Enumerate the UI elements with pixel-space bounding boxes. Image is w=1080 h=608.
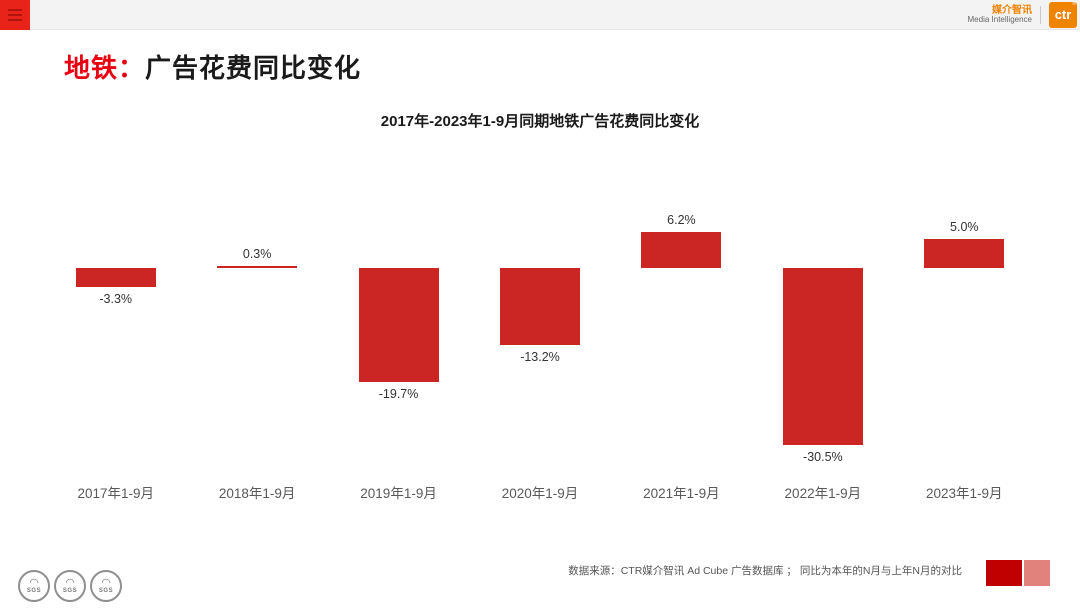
bar-value-label: 6.2% (667, 213, 696, 228)
registered-mark: ® (1072, 0, 1076, 7)
sgs-badges: ◠ SGS ◠ SGS ◠ SGS (18, 570, 122, 602)
sgs-badge-swirl: ◠ (101, 577, 111, 589)
bar-value-label: 0.3% (242, 247, 272, 262)
x-axis-label: 2021年1-9月 (643, 486, 720, 501)
chart-column: 6.2% (611, 140, 752, 480)
x-axis-label: 2020年1-9月 (501, 486, 579, 501)
x-axis-label: 2017年1-9月 (77, 486, 154, 501)
page-title-accent: 地铁： (64, 53, 146, 83)
sgs-badge: ◠ SGS (90, 570, 122, 602)
sgs-badge-label: SGS (62, 588, 78, 594)
bar-2020年1-9月 (499, 268, 580, 345)
x-axis: 2017年1-9月 2018年1-9月 2019年1-9月 2020年1-9月 2021… (45, 482, 1035, 502)
bar-value-label: -3.3% (99, 292, 133, 307)
decor-swatch-dark (986, 560, 1022, 586)
chart-column: 5.0% (894, 140, 1035, 480)
bar-2022年1-9月 (782, 268, 863, 445)
bar-chart: -3.3% 0.3% -19.7% -13.2% 6.2% -30.5% 5.0% 2017… (45, 140, 1035, 502)
chart-column: 0.3% (186, 140, 327, 480)
ctr-logo: ctr ® (1049, 0, 1077, 28)
bar-value-label: -19.7% (378, 387, 419, 402)
chart-title: 2017年-2023年1-9月同期地铁广告花费同比变化 (380, 113, 700, 130)
data-source-note: 数据来源：CTR媒介智讯 Ad Cube 广告数据库 ； 同比为本年的N月与上年… (568, 565, 962, 577)
chart-column: -19.7% (328, 140, 469, 480)
page-title-rest: 广告花费同比变化 (145, 53, 362, 83)
sgs-badge: ◠ SGS (54, 570, 86, 602)
brand-name-cn: 媒介智讯 (992, 4, 1032, 16)
bar-2018年1-9月 (217, 266, 298, 268)
sgs-badge: ◠ SGS (18, 570, 50, 602)
x-axis-label: 2018年1-9月 (218, 486, 296, 501)
sgs-badge-swirl: ◠ (29, 577, 39, 589)
x-axis-label: 2019年1-9月 (360, 486, 437, 501)
bar-2019年1-9月 (358, 268, 439, 383)
ctr-logo-text: ctr (1054, 7, 1072, 22)
sgs-badge-swirl: ◠ (65, 577, 75, 589)
x-axis-label: 2023年1-9月 (925, 486, 1003, 501)
chart-column: -13.2% (469, 140, 610, 480)
bar-2017年1-9月 (75, 268, 156, 288)
brand-name-en: Media Intelligence (967, 14, 1032, 24)
bar-value-label: -13.2% (520, 349, 560, 364)
bar-2023年1-9月 (924, 239, 1005, 268)
top-bar: 媒介智讯 Media Intelligence ctr ® (0, 0, 1080, 30)
brand-logo: 媒介智讯 Media Intelligence ctr ® (968, 0, 1080, 29)
hamburger-menu-icon[interactable] (0, 0, 30, 30)
chart-plot-area: -3.3% 0.3% -19.7% -13.2% 6.2% -30.5% 5.0% (45, 140, 1035, 480)
brand-divider (1040, 5, 1041, 24)
chart-column: -3.3% (45, 140, 186, 480)
sgs-badge-label: SGS (98, 588, 114, 594)
bar-2021年1-9月 (641, 232, 722, 268)
page-title: 地铁：广告花费同比变化 (64, 48, 361, 85)
decor-swatch-light (1024, 560, 1050, 586)
bar-value-label: 5.0% (950, 220, 979, 234)
bar-value-label: -30.5% (803, 449, 843, 464)
x-axis-label: 2022年1-9月 (784, 486, 862, 501)
brand-text: 媒介智讯 Media Intelligence (968, 5, 1032, 25)
chart-column: -30.5% (752, 140, 893, 480)
sgs-badge-label: SGS (26, 588, 42, 594)
